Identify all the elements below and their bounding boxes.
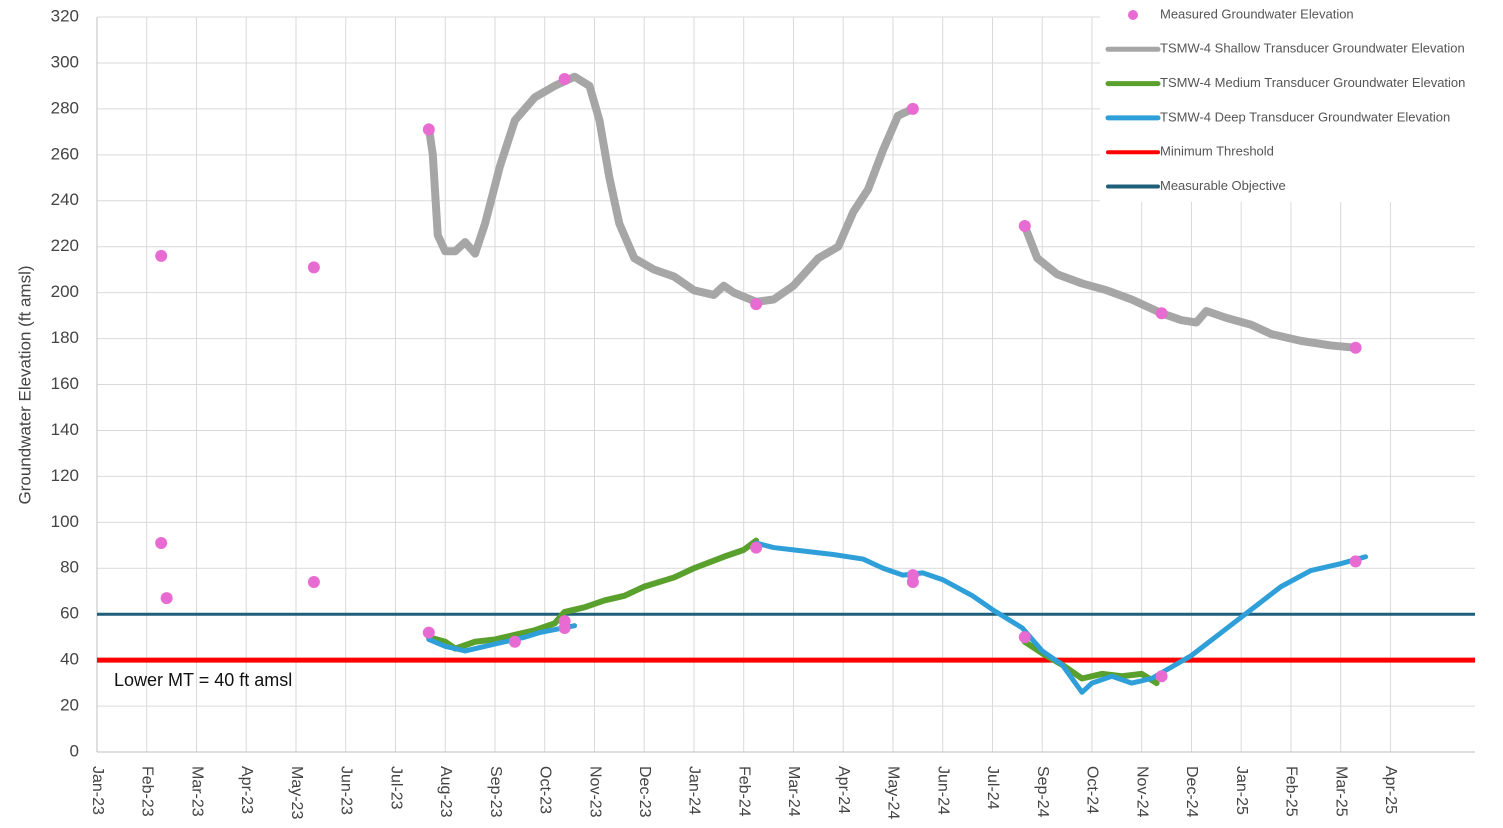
y-tick-label: 240 — [51, 190, 79, 209]
x-tick-label: Feb-24 — [735, 766, 752, 817]
x-tick-label: Feb-23 — [139, 766, 156, 817]
point — [307, 261, 320, 274]
point — [1018, 631, 1031, 644]
point — [155, 249, 168, 262]
x-tick-label: Jan-25 — [1233, 766, 1250, 815]
y-tick-label: 120 — [51, 466, 79, 485]
legend-marker — [1128, 10, 1138, 20]
x-tick-label: Apr-23 — [238, 766, 255, 814]
point — [558, 621, 571, 634]
point — [558, 73, 571, 86]
point — [1155, 670, 1168, 683]
point — [750, 298, 763, 311]
y-tick-label: 0 — [70, 741, 79, 760]
x-tick-label: Mar-25 — [1332, 766, 1349, 817]
x-tick-label: Mar-23 — [188, 766, 205, 817]
x-tick-label: Jul-24 — [984, 766, 1001, 810]
x-tick-label: Apr-25 — [1382, 766, 1399, 814]
point — [1349, 341, 1362, 354]
x-tick-label: Dec-23 — [636, 766, 653, 818]
point — [1018, 220, 1031, 233]
series-line — [753, 540, 1369, 695]
x-tick-label: Aug-23 — [437, 766, 454, 818]
legend-box — [1100, 0, 1503, 202]
x-tick-label: Feb-25 — [1283, 766, 1300, 817]
point — [155, 536, 168, 549]
legend-label: TSMW-4 Shallow Transducer Groundwater El… — [1160, 41, 1465, 56]
x-tick-label: Jun-24 — [934, 766, 951, 815]
y-tick-label: 20 — [60, 696, 79, 715]
x-tick-label: Jun-23 — [338, 766, 355, 815]
y-tick-label: 300 — [51, 52, 79, 71]
y-tick-label: 320 — [51, 6, 79, 25]
legend-label: Measurable Objective — [1160, 178, 1286, 193]
x-tick-label: Jan-23 — [89, 766, 106, 815]
y-tick-label: 100 — [51, 512, 79, 531]
legend-label: TSMW-4 Medium Transducer Groundwater Ele… — [1160, 75, 1465, 90]
y-tick-label: 280 — [51, 98, 79, 117]
y-tick-label: 140 — [51, 420, 79, 439]
y-tick-label: 60 — [60, 604, 79, 623]
y-tick-label: 180 — [51, 328, 79, 347]
x-tick-label: Nov-24 — [1133, 766, 1150, 818]
point — [307, 576, 320, 589]
point — [906, 102, 919, 115]
legend-label: TSMW-4 Deep Transducer Groundwater Eleva… — [1160, 109, 1450, 124]
x-tick-label: Sep-23 — [487, 766, 504, 818]
x-tick-label: May-24 — [885, 766, 902, 819]
x-tick-label: Nov-23 — [586, 766, 603, 818]
x-tick-label: Mar-24 — [785, 766, 802, 817]
point — [1349, 555, 1362, 568]
x-tick-label: Jan-24 — [686, 766, 703, 815]
point — [422, 123, 435, 136]
x-tick-label: Jul-23 — [387, 766, 404, 810]
point — [1155, 307, 1168, 320]
x-tick-label: Dec-24 — [1183, 766, 1200, 818]
series-line — [1020, 222, 1360, 352]
y-tick-label: 160 — [51, 374, 79, 393]
y-tick-label: 200 — [51, 282, 79, 301]
annotation: Lower MT = 40 ft amsl — [114, 670, 292, 690]
point — [508, 635, 521, 648]
point — [750, 541, 763, 554]
y-axis-label: Groundwater Elevation (ft amsl) — [15, 265, 34, 504]
legend-label: Measured Groundwater Elevation — [1160, 6, 1354, 21]
x-tick-label: Apr-24 — [835, 766, 852, 814]
series-line — [425, 537, 760, 652]
x-tick-label: May-23 — [288, 766, 305, 819]
legend-label: Minimum Threshold — [1160, 144, 1274, 159]
x-tick-label: Sep-24 — [1034, 766, 1051, 818]
point — [422, 626, 435, 639]
y-tick-label: 40 — [60, 650, 79, 669]
x-tick-label: Oct-24 — [1084, 766, 1101, 814]
point — [906, 576, 919, 589]
y-tick-label: 80 — [60, 558, 79, 577]
series-line — [426, 623, 578, 654]
x-tick-label: Oct-23 — [536, 766, 553, 814]
point — [160, 592, 173, 605]
y-tick-label: 220 — [51, 236, 79, 255]
series-line — [424, 72, 917, 306]
y-tick-label: 260 — [51, 144, 79, 163]
